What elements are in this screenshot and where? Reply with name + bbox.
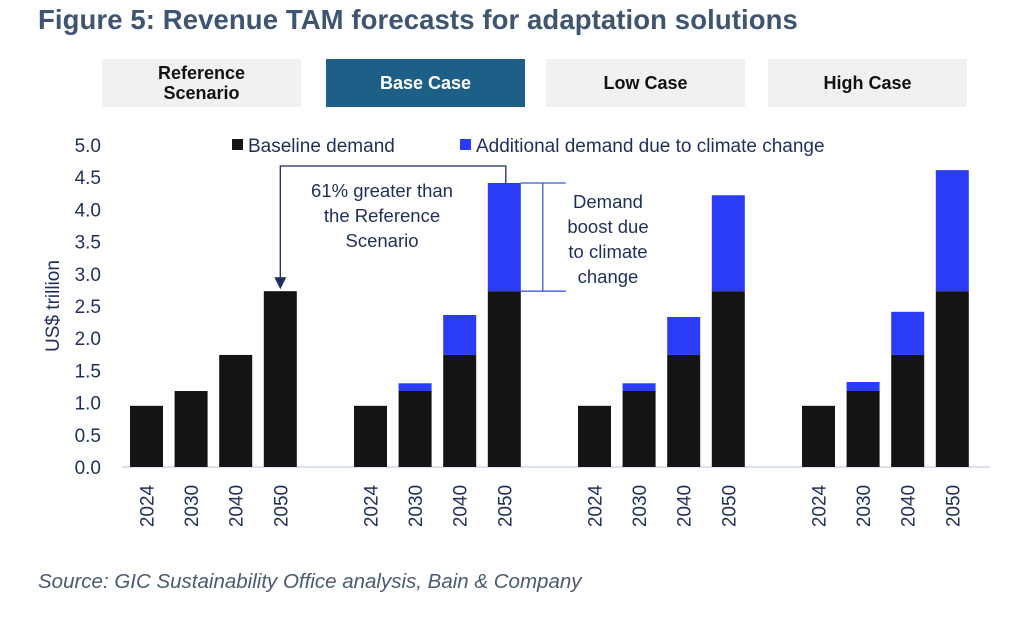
arrow-annotation-line-2: the Reference: [324, 205, 440, 226]
annotation-arrow: 61% greater than the Reference Scenario: [274, 165, 507, 290]
x-tick-label: 2030: [406, 485, 427, 527]
legend-swatch-baseline: [232, 139, 243, 150]
bracket-annotation-line-1: Demand: [573, 191, 643, 212]
tab-label: Base Case: [379, 73, 472, 93]
x-tick-label: 2030: [630, 485, 651, 527]
y-tick-label: 5.0: [75, 136, 101, 157]
arrow-connector-line: [279, 165, 507, 280]
tab-label: High Case: [823, 73, 912, 93]
bar-additional-2030: [846, 381, 880, 392]
x-tick-label: 2024: [586, 484, 607, 527]
x-tick-label: 2030: [854, 485, 875, 527]
bracket-annotation-line-2: boost due: [567, 216, 648, 237]
x-tick-label: 2024: [362, 484, 383, 527]
x-tick-label: 2024: [138, 484, 159, 527]
x-tick-label: 2050: [271, 485, 292, 527]
bracket-annotation-line-4: change: [578, 266, 639, 287]
bar-baseline-2050: [263, 291, 297, 467]
bar-additional-2030: [398, 383, 432, 392]
tab-high-case[interactable]: High Case: [768, 59, 967, 107]
x-tick-label: 2024: [810, 484, 831, 527]
bar-baseline-2050: [935, 291, 969, 467]
legend: Baseline demand Additional demand due to…: [232, 136, 825, 157]
tab-base-case[interactable]: Base Case: [326, 59, 525, 107]
y-tick-label: 1.5: [75, 361, 101, 382]
arrow-annotation-line-1: 61% greater than: [311, 180, 453, 201]
x-tick-label: 2040: [675, 485, 696, 527]
y-tick-label: 4.0: [75, 200, 101, 221]
tab-label: Low Case: [603, 73, 688, 93]
x-tick-label: 2050: [719, 485, 740, 527]
y-tick-label: 3.5: [75, 233, 101, 254]
x-tick-label: 2040: [227, 485, 248, 527]
y-tick-label: 0.0: [75, 458, 101, 479]
bar-baseline-2030: [622, 391, 656, 467]
bar-additional-2050: [487, 182, 521, 292]
y-tick-label: 4.5: [75, 168, 101, 189]
y-tick-label: 2.5: [75, 297, 101, 318]
bar-baseline-2024: [578, 405, 611, 467]
x-tick-label: 2040: [899, 485, 920, 527]
bracket-annotation-line-3: to climate: [568, 241, 647, 262]
tab-low-case[interactable]: Low Case: [546, 59, 745, 107]
x-tick-label: 2040: [451, 485, 472, 527]
legend-label-additional: Additional demand due to climate change: [476, 136, 825, 157]
tab-label: Reference Scenario: [157, 63, 246, 103]
arrow-annotation-line-3: Scenario: [345, 230, 418, 251]
bar-additional-2030: [622, 383, 656, 392]
y-axis-label: US$ trillion: [43, 260, 64, 352]
bar-group-base-case: [354, 182, 521, 467]
y-tick-label: 1.0: [75, 394, 101, 415]
bar-additional-2040: [891, 311, 925, 355]
bar-additional-2050: [711, 195, 745, 292]
bar-additional-2040: [443, 315, 477, 355]
bar-baseline-2024: [130, 405, 163, 467]
bar-baseline-2050: [487, 291, 521, 467]
figure-title: Figure 5: Revenue TAM forecasts for adap…: [38, 4, 798, 35]
x-tick-label: 2030: [182, 485, 203, 527]
bar-baseline-2030: [398, 391, 432, 467]
bars: [130, 170, 969, 467]
annotation-bracket: Demand boost due to climate change: [520, 182, 649, 292]
bar-baseline-2024: [354, 405, 387, 467]
bar-additional-2040: [667, 316, 701, 355]
bar-baseline-2030: [174, 391, 208, 467]
tab-reference-scenario[interactable]: Reference Scenario: [102, 59, 301, 107]
bar-baseline-2040: [667, 354, 701, 467]
bar-group-reference-scenario: [130, 291, 297, 467]
bar-baseline-2024: [802, 405, 835, 467]
bar-baseline-2050: [711, 291, 745, 467]
x-tick-label: 2050: [943, 485, 964, 527]
y-tick-label: 3.0: [75, 265, 101, 286]
legend-swatch-additional: [460, 139, 471, 150]
bar-group-low-case: [578, 195, 745, 467]
y-tick-label: 2.0: [75, 329, 101, 350]
legend-label-baseline: Baseline demand: [248, 136, 395, 157]
x-tick-label: 2050: [495, 485, 516, 527]
arrow-head-icon: [274, 277, 287, 290]
y-axis-ticks: 0.0 0.5 1.0 1.5 2.0 2.5 3.0 3.5 4.0 4.5 5.0: [75, 136, 101, 479]
bar-group-high-case: [802, 170, 969, 467]
bar-baseline-2040: [891, 354, 925, 467]
bar-additional-2050: [935, 170, 969, 292]
bar-baseline-2040: [443, 354, 477, 467]
y-tick-label: 0.5: [75, 426, 101, 447]
x-axis-ticks: 2024 2030 2040 2050 2024 2030 2040 2050 2024 2030…: [138, 484, 965, 527]
source-note: Source: GIC Sustainability Office analys…: [38, 570, 582, 593]
bar-baseline-2030: [846, 391, 880, 467]
bar-baseline-2040: [219, 354, 253, 467]
